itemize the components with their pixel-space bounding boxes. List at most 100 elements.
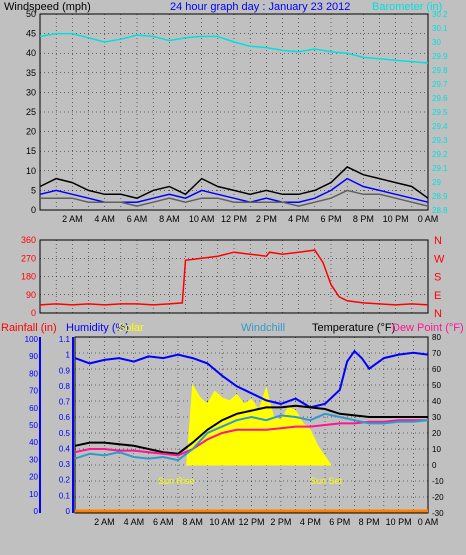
wind-direction-line: [39, 249, 429, 306]
panel3-rain-tick: 70: [29, 387, 38, 396]
panel1-left-title: Windspeed (mph): [4, 1, 91, 13]
direction-tick: W: [434, 253, 445, 265]
panel1-right-tick: 29.8: [432, 66, 448, 75]
panel1-right-tick: 29.7: [432, 80, 448, 89]
humidity-label: Humidity (%): [66, 322, 129, 334]
panel1-right-tick: 29.6: [432, 94, 448, 103]
panel3-rain-tick: 90: [29, 352, 38, 361]
panel1-right-tick: 29.3: [432, 136, 448, 145]
rainfall-label: Rainfall (in): [1, 322, 57, 334]
panel3-x-tick: 10 PM: [386, 517, 412, 527]
panel1-right-tick: 29: [432, 178, 441, 187]
panel1-right-tick: 30: [432, 38, 441, 47]
panel3-rain-tick: 100: [25, 335, 39, 344]
panel3-x-tick: 6 AM: [153, 517, 174, 527]
panel3-temp-tick: 10: [432, 445, 441, 454]
windavg-line: [40, 189, 429, 207]
panel3-rain-tick: 10: [29, 490, 38, 499]
temperature-label: Temperature (°F): [312, 322, 395, 334]
panel3-rain-axis: 0 10 20 30 40 50 60 70 80 90 100: [25, 335, 41, 516]
panel1-left-tick: 35: [26, 68, 36, 78]
panel3-temp-axis: -30 -20 -10 0 10 20 30 40 50 60 70 80: [432, 333, 444, 518]
panel1-left-tick: 30: [26, 87, 36, 97]
panel3-humidity-tick: 1: [66, 351, 71, 360]
panel2-left-tick: 270: [21, 253, 36, 263]
panel3-temp-tick: -10: [432, 477, 444, 486]
panel3-x-tick: 8 AM: [182, 517, 203, 527]
dewpoint-label: Dew Point (°F): [392, 322, 464, 334]
panel3-humidity-tick: 0.6: [59, 413, 71, 422]
panel3-rain-tick: 60: [29, 404, 38, 413]
panel1-right-tick: 28.8: [432, 206, 448, 215]
panel1-grid: [40, 13, 428, 211]
panel3-x-axis: 2 AM 4 AM 6 AM 8 AM 10 AM 12 PM 2 PM 4 PM 6 PM 8 …: [94, 517, 438, 527]
panel1-right-tick: 28.9: [432, 192, 448, 201]
panel1-x-tick: 10 PM: [383, 214, 409, 224]
panel3-temp-tick: 60: [432, 365, 441, 374]
dewpoint-line: [74, 419, 428, 457]
panel1-x-tick: 10 AM: [189, 214, 215, 224]
panel3-temp-tick: 50: [432, 381, 441, 390]
barometer-line: [39, 32, 429, 64]
panel3-rain-tick: 20: [29, 473, 38, 482]
panel3-x-tick: 6 PM: [329, 517, 350, 527]
panel1-right-axis: 28.8 28.9 29 29.1 29.2 29.3 29.4 29.5 29.6 29.7 29…: [432, 10, 448, 215]
panel1-series: [39, 32, 429, 207]
panel3-humidity-tick: 0: [66, 507, 71, 516]
panel2-left-tick: 360: [21, 235, 36, 245]
panel3-humidity-tick: 0.8: [59, 382, 71, 391]
panel2-left-tick: 180: [21, 272, 36, 282]
panel3-humidity-tick: 0.2: [59, 476, 71, 485]
panel1-left-tick: 20: [26, 127, 36, 137]
panel3-humidity-tick: 0.9: [59, 366, 71, 375]
panel3-temp-tick: 30: [432, 413, 441, 422]
panel1-right-tick: 30.2: [432, 10, 448, 19]
panel1-title: 24 hour graph day : January 23 2012: [170, 1, 350, 13]
direction-tick: N: [434, 308, 442, 320]
temperature-line: [74, 404, 428, 455]
panel1-right-tick: 29.4: [432, 122, 448, 131]
panel2-series: [39, 249, 429, 306]
humidity-line: [74, 349, 429, 409]
panel3-x-tick: 8 PM: [359, 517, 380, 527]
panel2-left-tick: 0: [31, 308, 36, 318]
panel1-right-tick: 29.1: [432, 164, 448, 173]
panel1-x-tick: 12 PM: [221, 214, 247, 224]
windchill-label: Windchill: [241, 322, 285, 334]
panel3-humidity-axis: 0 0.1 0.2 0.3 0.4 0.5 0.6 0.7 0.8 0.9 1 1.1: [59, 335, 74, 516]
solar-area: [186, 383, 332, 466]
panel3-x-tick: 2 PM: [270, 517, 291, 527]
panel3-humidity-tick: 0.4: [59, 444, 71, 453]
panel2-left-axis: 0 90 180 270 360: [21, 235, 36, 318]
panel3-rain-tick: 40: [29, 438, 38, 447]
panel1-right-tick: 29.2: [432, 150, 448, 159]
panel1-right-tick: 29.9: [432, 52, 448, 61]
direction-tick: E: [434, 290, 441, 302]
panel2-grid: [40, 239, 428, 314]
panel1-left-tick: 40: [26, 48, 36, 58]
panel3-humidity-tick: 0.1: [59, 491, 71, 500]
panel1-right-title: Barometer (in): [372, 1, 442, 13]
panel1-left-tick: 10: [26, 166, 36, 176]
panel1-left-tick: 5: [31, 185, 36, 195]
panel3-temp-tick: 0: [432, 461, 437, 470]
panel3-x-tick: 0 AM: [418, 517, 439, 527]
panel1-left-tick: 50: [26, 9, 36, 19]
panel3-humidity-tick: 1.1: [59, 335, 71, 344]
panel3-temp-tick: 40: [432, 397, 441, 406]
panel2-left-tick: 90: [26, 290, 36, 300]
panel1-x-tick: 8 PM: [353, 214, 374, 224]
direction-tick: N: [434, 235, 442, 247]
panel3-rain-tick: 80: [29, 369, 38, 378]
panel1-x-tick: 2 AM: [62, 214, 83, 224]
panel1-x-axis: 2 AM 4 AM 6 AM 8 AM 10 AM 12 PM 2 PM 4 PM 6 PM 8 …: [62, 214, 438, 224]
panel1-x-tick: 0 AM: [418, 214, 439, 224]
panel3-temp-tick: -20: [432, 493, 444, 502]
panel3-x-tick: 4 PM: [300, 517, 321, 527]
panel3-humidity-tick: 0.5: [59, 429, 71, 438]
direction-tick: S: [434, 272, 441, 284]
panel1-left-tick: 0: [31, 205, 36, 215]
panel3-x-tick: 4 AM: [124, 517, 145, 527]
